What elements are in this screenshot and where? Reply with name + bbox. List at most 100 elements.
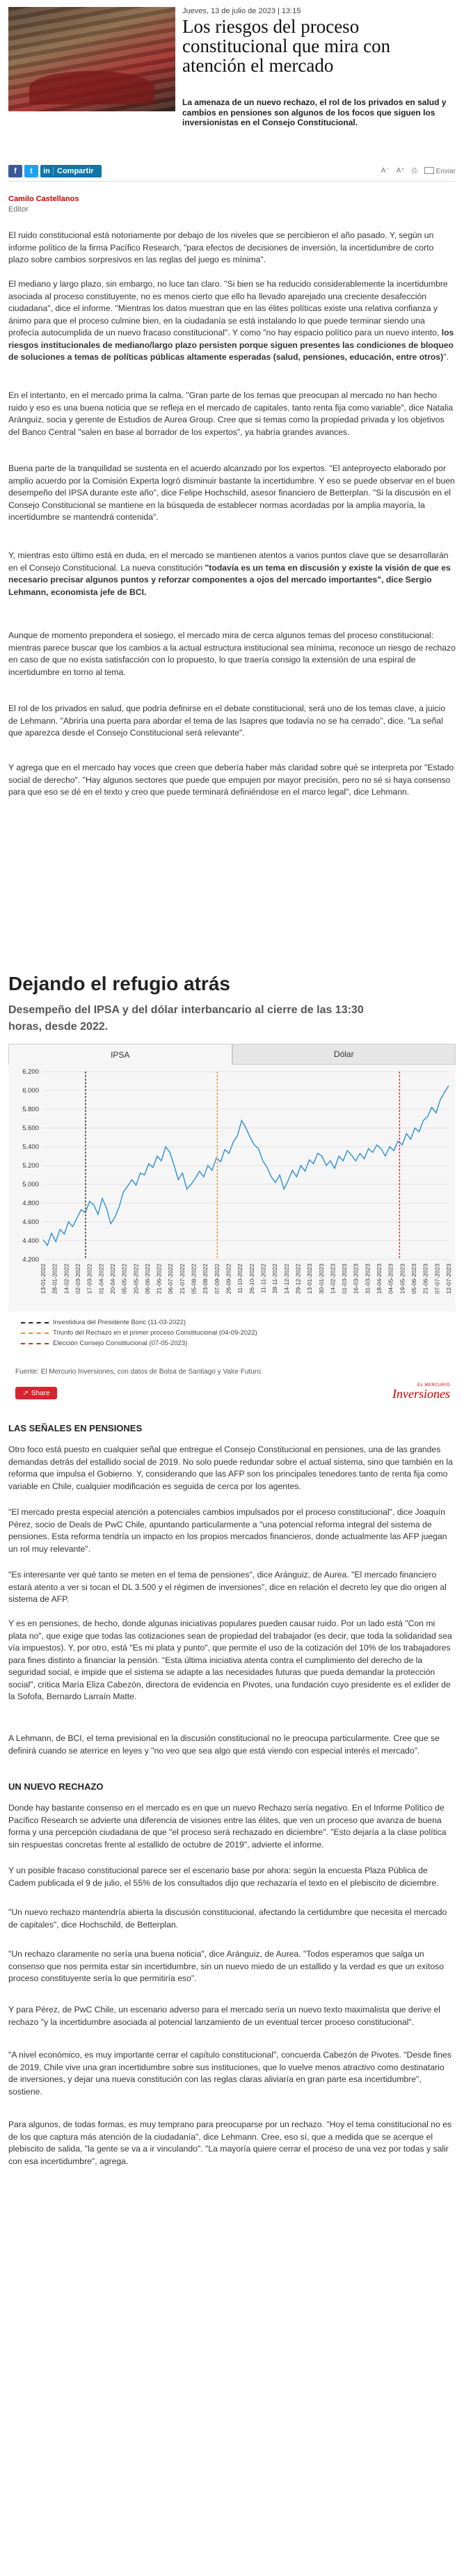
paragraph: Buena parte de la tranquilidad se susten… bbox=[8, 463, 455, 522]
y-tick-label: 4.600 bbox=[22, 1218, 39, 1226]
envelope-icon bbox=[424, 167, 434, 174]
paragraph: "Un rechazo claramente no sería una buen… bbox=[8, 1949, 444, 1983]
print-icon[interactable]: ⎙ bbox=[411, 167, 417, 175]
y-tick-label: 5.800 bbox=[22, 1106, 39, 1113]
y-tick-label: 5.400 bbox=[22, 1143, 39, 1151]
x-tick-label: 19-05-2023 bbox=[399, 1264, 406, 1294]
chart-subtitle: Desempeño del IPSA y del dólar interbanc… bbox=[8, 1004, 364, 1033]
font-larger-button[interactable]: A⁺ bbox=[396, 167, 405, 175]
x-tick-label: 20-05-2022 bbox=[132, 1264, 139, 1294]
y-tick-label: 5.000 bbox=[22, 1181, 39, 1188]
x-tick-label: 06-07-2022 bbox=[167, 1264, 174, 1294]
paragraph: Y, mientras esto último está en duda, en… bbox=[8, 550, 456, 598]
x-tick-label: 16-03-2023 bbox=[353, 1264, 360, 1294]
x-tick-label: 30-01-2023 bbox=[318, 1264, 325, 1294]
x-tick-label: 14-02-2023 bbox=[329, 1264, 336, 1294]
chart-source: Fuente: El Mercurio Inversiones, con dat… bbox=[15, 1368, 263, 1376]
paragraph: Y agrega que en el mercado hay voces que… bbox=[8, 763, 454, 797]
legend-label: Elección Consejo Constitucional (07-05-2… bbox=[53, 1339, 188, 1347]
brand-name: Inversiones bbox=[392, 1387, 450, 1401]
twitter-icon: t bbox=[30, 167, 33, 175]
article-title: Los riesgos del proceso constitucional q… bbox=[182, 16, 391, 76]
author-role: Editor bbox=[8, 205, 29, 214]
twitter-share-button[interactable]: t bbox=[24, 165, 38, 177]
x-tick-label: 28-01-2022 bbox=[51, 1264, 58, 1294]
legend-label: Investidura del Presidente Boric (11-03-… bbox=[53, 1319, 186, 1326]
tab-dolar[interactable]: Dólar bbox=[232, 1044, 456, 1065]
x-tick-label: 31-03-2023 bbox=[364, 1264, 371, 1294]
ipsa-series-line bbox=[42, 1085, 449, 1247]
x-tick-label: 28-11-2022 bbox=[271, 1264, 278, 1294]
paragraph: El ruido constitucional está notoriament… bbox=[8, 230, 434, 264]
legend-item-consejo: Elección Consejo Constitucional (07-05-2… bbox=[21, 1338, 257, 1349]
legend-label: Triunfo del Rechazo en el primer proceso… bbox=[53, 1329, 257, 1337]
x-tick-label: 21-06-2023 bbox=[422, 1264, 429, 1294]
section-heading-pensions: LAS SEÑALES EN PENSIONES bbox=[8, 1423, 143, 1433]
paragraph: A Lehmann, de BCI, el tema previsional e… bbox=[8, 1733, 440, 1756]
chart-background bbox=[8, 1065, 456, 1312]
paragraph: "Es interesante ver qué tanto se meten e… bbox=[8, 1570, 447, 1604]
paragraph: "Un nuevo rechazo mantendría abierta la … bbox=[8, 1907, 447, 1930]
linkedin-share-label: Compartir bbox=[57, 167, 94, 175]
legend-swatch bbox=[21, 1332, 49, 1334]
x-tick-label: 18-04-2023 bbox=[376, 1264, 383, 1294]
brand-top-text: EL MERCURIO bbox=[417, 1383, 450, 1388]
paragraph-text: Y, mientras esto último está en duda, en… bbox=[8, 550, 451, 597]
x-tick-label: 05-05-2022 bbox=[121, 1264, 128, 1294]
x-tick-label: 13-01-2023 bbox=[306, 1264, 313, 1294]
y-tick-label: 4.200 bbox=[22, 1256, 39, 1264]
y-tick-label: 6.000 bbox=[22, 1087, 39, 1095]
brand-logo: EL MERCURIO Inversiones bbox=[392, 1383, 450, 1400]
x-tick-label: 13-01-2022 bbox=[40, 1264, 47, 1294]
ipsa-line-chart: 4.200 4.400 4.600 4.800 5.000 5.200 5.400 5.600… bbox=[8, 1065, 456, 1312]
x-tick-label: 12-07-2023 bbox=[445, 1264, 452, 1294]
paragraph: Aunque de momento prepondera el sosiego,… bbox=[8, 630, 456, 677]
x-tick-label: 01-03-2023 bbox=[341, 1264, 348, 1294]
x-tick-label: 14-02-2022 bbox=[63, 1264, 70, 1294]
x-tick-label: 17-03-2022 bbox=[86, 1264, 93, 1294]
x-tick-label: 21-07-2022 bbox=[179, 1264, 186, 1294]
x-tick-label: 02-03-2022 bbox=[74, 1264, 81, 1294]
x-tick-label: 26-09-2022 bbox=[225, 1264, 232, 1294]
paragraph: El mediano y largo plazo, sin embargo, n… bbox=[8, 278, 456, 364]
paragraph: Otro foco está puesto en cualquier señal… bbox=[8, 1445, 453, 1491]
paragraph: "El mercado presta especial atención a p… bbox=[8, 1507, 447, 1554]
x-tick-label: 07-07-2023 bbox=[433, 1264, 440, 1294]
author-name[interactable]: Camilo Castellanos bbox=[8, 195, 79, 203]
x-tick-label: 05-08-2022 bbox=[191, 1264, 198, 1294]
x-tick-label: 21-06-2022 bbox=[156, 1264, 163, 1294]
section-heading-rejection: UN NUEVO RECHAZO bbox=[8, 1781, 104, 1792]
paragraph: En el intertanto, en el mercado prima la… bbox=[8, 390, 454, 437]
bold-text: "todavía es un tema en discusión y exist… bbox=[8, 562, 451, 597]
share-icon: ↗ bbox=[22, 1389, 29, 1397]
y-tick-label: 5.600 bbox=[22, 1124, 39, 1132]
font-smaller-button[interactable]: A⁻ bbox=[381, 167, 390, 175]
x-tick-label: 11-11-2022 bbox=[259, 1264, 266, 1293]
paragraph: Para algunos, de todas formas, es muy te… bbox=[8, 2120, 452, 2166]
legend-swatch bbox=[21, 1342, 49, 1344]
tab-ipsa[interactable]: IPSA bbox=[8, 1044, 232, 1065]
x-tick-label: 11-10-2022 bbox=[237, 1264, 243, 1294]
bold-text: los riesgos institucionales de mediano/l… bbox=[8, 328, 454, 362]
article-lead: La amenaza de un nuevo rechazo, el rol d… bbox=[182, 97, 447, 127]
paragraph: El rol de los privados en salud, que pod… bbox=[8, 703, 446, 738]
x-tick-label: 29-12-2022 bbox=[294, 1264, 301, 1294]
share-toolbar: f t in Compartir A⁻ A⁺ ⎙ Enviar bbox=[8, 163, 456, 182]
linkedin-share-button[interactable]: in Compartir bbox=[40, 165, 102, 177]
paragraph: Y es en pensiones, de hecho, donde algun… bbox=[8, 1619, 452, 1701]
facebook-share-button[interactable]: f bbox=[8, 165, 22, 177]
y-tick-label: 4.800 bbox=[22, 1200, 39, 1207]
legend-item-rechazo: Triunfo del Rechazo en el primer proceso… bbox=[21, 1328, 257, 1338]
hero-photo bbox=[8, 7, 175, 111]
email-label: Enviar bbox=[435, 168, 456, 175]
dateline: Jueves, 13 de julio de 2023 | 13:15 bbox=[182, 7, 301, 15]
paragraph-text: El mediano y largo plazo, sin embargo, n… bbox=[8, 279, 454, 362]
paragraph: Y un posible fracaso constitucional pare… bbox=[8, 1866, 439, 1888]
email-button[interactable]: Enviar bbox=[424, 166, 456, 175]
legend-item-boric: Investidura del Presidente Boric (11-03-… bbox=[21, 1317, 257, 1328]
chart-share-button[interactable]: ↗ Share bbox=[15, 1387, 57, 1399]
chart-legend: Investidura del Presidente Boric (11-03-… bbox=[21, 1317, 257, 1349]
chart-title: Dejando el refugio atrás bbox=[8, 973, 230, 994]
x-tick-label: 05-06-2023 bbox=[410, 1264, 417, 1294]
